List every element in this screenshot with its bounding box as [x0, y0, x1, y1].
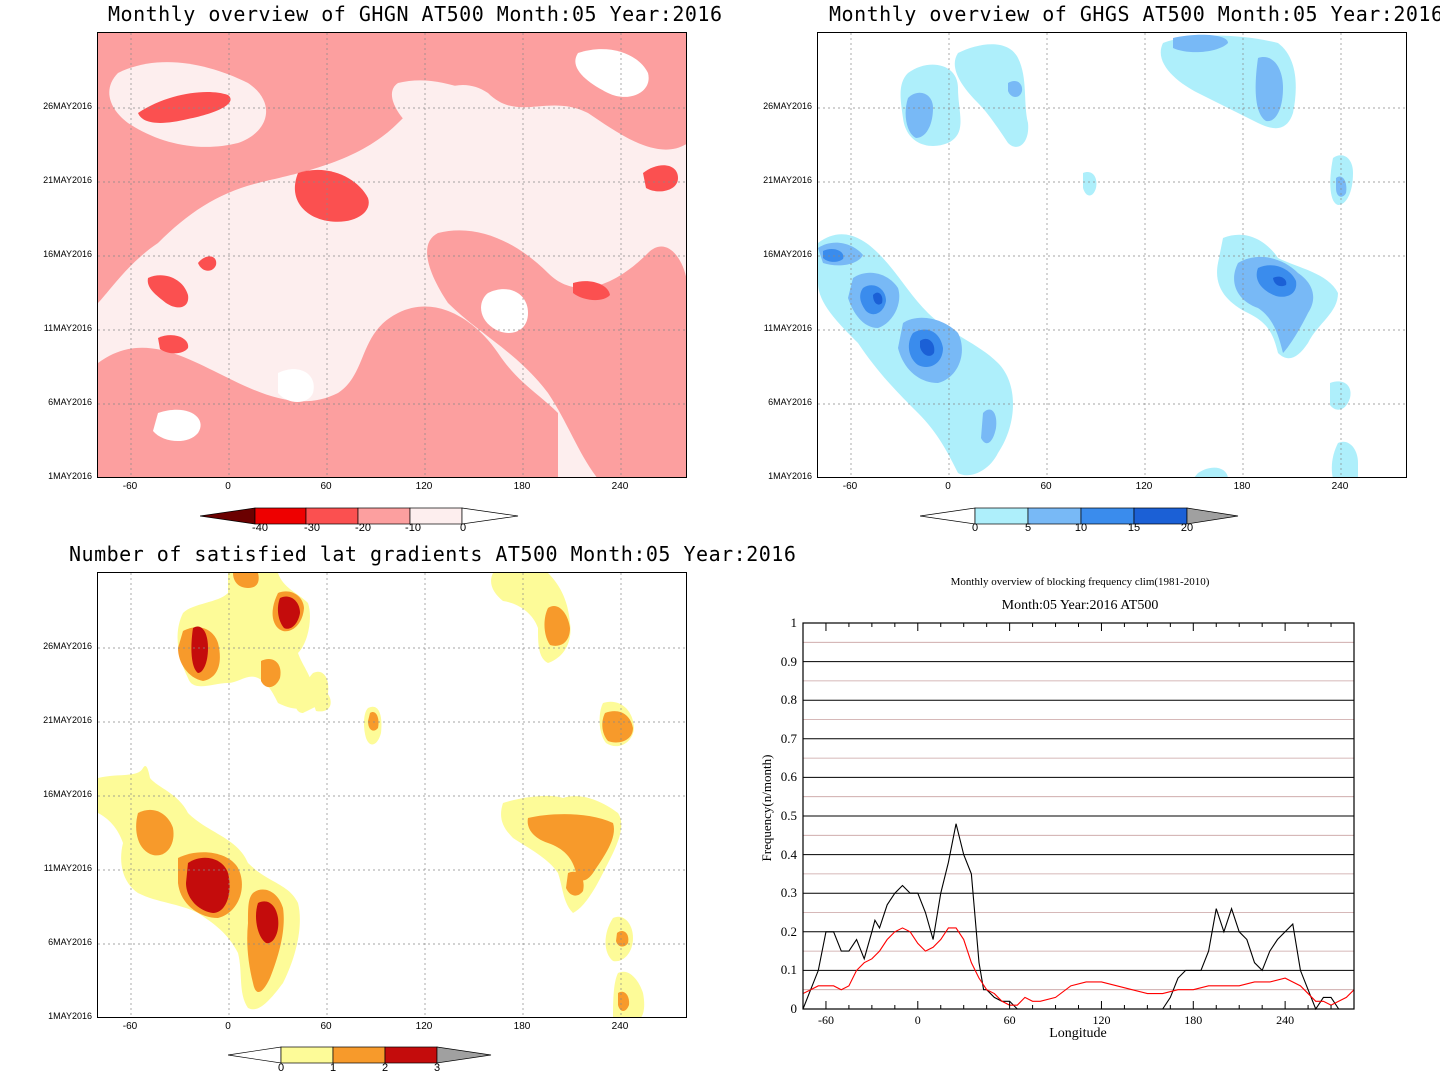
nlat-colorbar	[228, 1046, 492, 1064]
ghgs-colorbar-label: 5	[1024, 522, 1032, 534]
freq-ytick-label: 0	[790, 1001, 798, 1016]
ghgn-xtick-label: 240	[611, 481, 629, 492]
nlat-xtick-label: -60	[122, 1021, 138, 1032]
freq-xtick-label: 0	[914, 1013, 921, 1027]
nlat-xtick-label: 180	[513, 1021, 531, 1032]
ghgs-ytick-label: 11MAY2016	[763, 323, 812, 333]
freq-ytick-label: 0.6	[780, 769, 797, 785]
ghgn-colorbar-label: -40	[252, 522, 268, 534]
ghgn-colorbar-label: -20	[355, 522, 371, 534]
freq-xtick-label: 60	[1003, 1013, 1016, 1027]
freq-ylabel: Frequency(n/month)	[759, 754, 774, 862]
ghgn-xtick-label: -60	[122, 481, 138, 492]
ghgs-ytick-label: 1MAY2016	[768, 471, 812, 481]
nlat-colorbar-label: 0	[277, 1062, 285, 1074]
ghgs-xtick-label: 180	[1233, 481, 1251, 492]
nlat-xtick-label: 120	[415, 1021, 433, 1032]
ghgs-heatmap	[818, 33, 1406, 477]
nlat-colorbar-label: 2	[381, 1062, 389, 1074]
nlat-heatmap	[98, 573, 686, 1017]
freq-ytick-label: 0.7	[780, 730, 797, 746]
ghgn-ytick-label: 26MAY2016	[43, 101, 92, 111]
ghgn-title: Monthly overview of GHGN AT500 Month:05 …	[108, 2, 723, 26]
nlat-colorbar-label: 3	[433, 1062, 441, 1074]
nlat-ytick-label: 21MAY2016	[43, 715, 92, 725]
nlat-ytick-label: 16MAY2016	[43, 789, 92, 799]
ghgn-ytick-label: 16MAY2016	[43, 249, 92, 259]
freq-series-red-line	[802, 927, 1355, 1006]
nlat-xtick-label: 0	[225, 1021, 231, 1032]
freq-ytick-label: 0.1	[780, 962, 797, 978]
ghgn-plot-area	[97, 32, 687, 478]
ghgn-xtick-label: 60	[320, 481, 332, 492]
freq-ytick-label: 0.3	[780, 885, 797, 901]
nlat-ytick-label: 1MAY2016	[48, 1011, 92, 1021]
freq-xtick-label: -60	[817, 1013, 834, 1027]
ghgs-colorbar-label: 10	[1074, 522, 1088, 534]
freq-xlabel: Longitude	[1049, 1026, 1107, 1041]
ghgs-title: Monthly overview of GHGS AT500 Month:05 …	[829, 2, 1440, 26]
freq-ytick-label: 0.5	[780, 808, 797, 823]
ghgs-xtick-label: 240	[1331, 481, 1349, 492]
ghgn-colorbar-label: -30	[304, 522, 320, 534]
ghgs-ytick-label: 21MAY2016	[763, 175, 812, 185]
ghgn-ytick-label: 6MAY2016	[48, 397, 92, 407]
ghgn-ytick-label: 1MAY2016	[48, 471, 92, 481]
ghgs-colorbar	[920, 507, 1239, 525]
nlat-title: Number of satisfied lat gradients AT500 …	[69, 542, 797, 566]
ghgn-xtick-label: 120	[415, 481, 433, 492]
freq-ytick-label: 0.9	[780, 653, 797, 669]
ghgn-colorbar-label: 0	[459, 522, 467, 534]
ghgs-ytick-label: 16MAY2016	[763, 249, 812, 259]
nlat-xtick-label: 60	[320, 1021, 332, 1032]
nlat-ytick-label: 6MAY2016	[48, 937, 92, 947]
ghgn-heatmap	[98, 33, 686, 477]
ghgs-xtick-label: 120	[1135, 481, 1153, 492]
ghgs-xtick-label: 0	[945, 481, 951, 492]
nlat-xtick-label: 240	[611, 1021, 629, 1032]
ghgs-colorbar-label: 0	[971, 522, 979, 534]
ghgn-colorbar-label: -10	[405, 522, 421, 534]
ghgn-ytick-label: 21MAY2016	[43, 175, 92, 185]
freq-xtick-label: 240	[1276, 1013, 1295, 1027]
ghgs-colorbar-label: 15	[1127, 522, 1141, 534]
nlat-colorbar-label: 1	[329, 1062, 337, 1074]
ghgs-ytick-label: 6MAY2016	[768, 397, 812, 407]
ghgs-xtick-label: -60	[842, 481, 858, 492]
freq-xtick-label: 180	[1184, 1013, 1203, 1027]
freq-xtick-label: 120	[1092, 1013, 1111, 1027]
freq-ytick-label: 0.8	[780, 692, 797, 708]
ghgn-xtick-label: 0	[225, 481, 231, 492]
ghgn-colorbar	[200, 507, 519, 525]
nlat-plot-area	[97, 572, 687, 1018]
ghgn-ytick-label: 11MAY2016	[43, 323, 92, 333]
ghgs-colorbar-label: 20	[1180, 522, 1194, 534]
ghgs-ytick-label: 26MAY2016	[763, 101, 812, 111]
ghgn-xtick-label: 180	[513, 481, 531, 492]
freq-ytick-label: 0.4	[780, 846, 797, 862]
ghgs-plot-area	[817, 32, 1407, 478]
freq-title: Monthly overview of blocking frequency c…	[950, 576, 1210, 588]
ghgs-xtick-label: 60	[1040, 481, 1052, 492]
freq-chart	[802, 622, 1355, 1011]
nlat-ytick-label: 26MAY2016	[43, 641, 92, 651]
freq-ytick-label: 1	[790, 615, 798, 630]
nlat-ytick-label: 11MAY2016	[43, 863, 92, 873]
freq-ytick-label: 0.2	[780, 923, 797, 939]
freq-subtitle: Month:05 Year:2016 AT500	[1001, 598, 1159, 613]
